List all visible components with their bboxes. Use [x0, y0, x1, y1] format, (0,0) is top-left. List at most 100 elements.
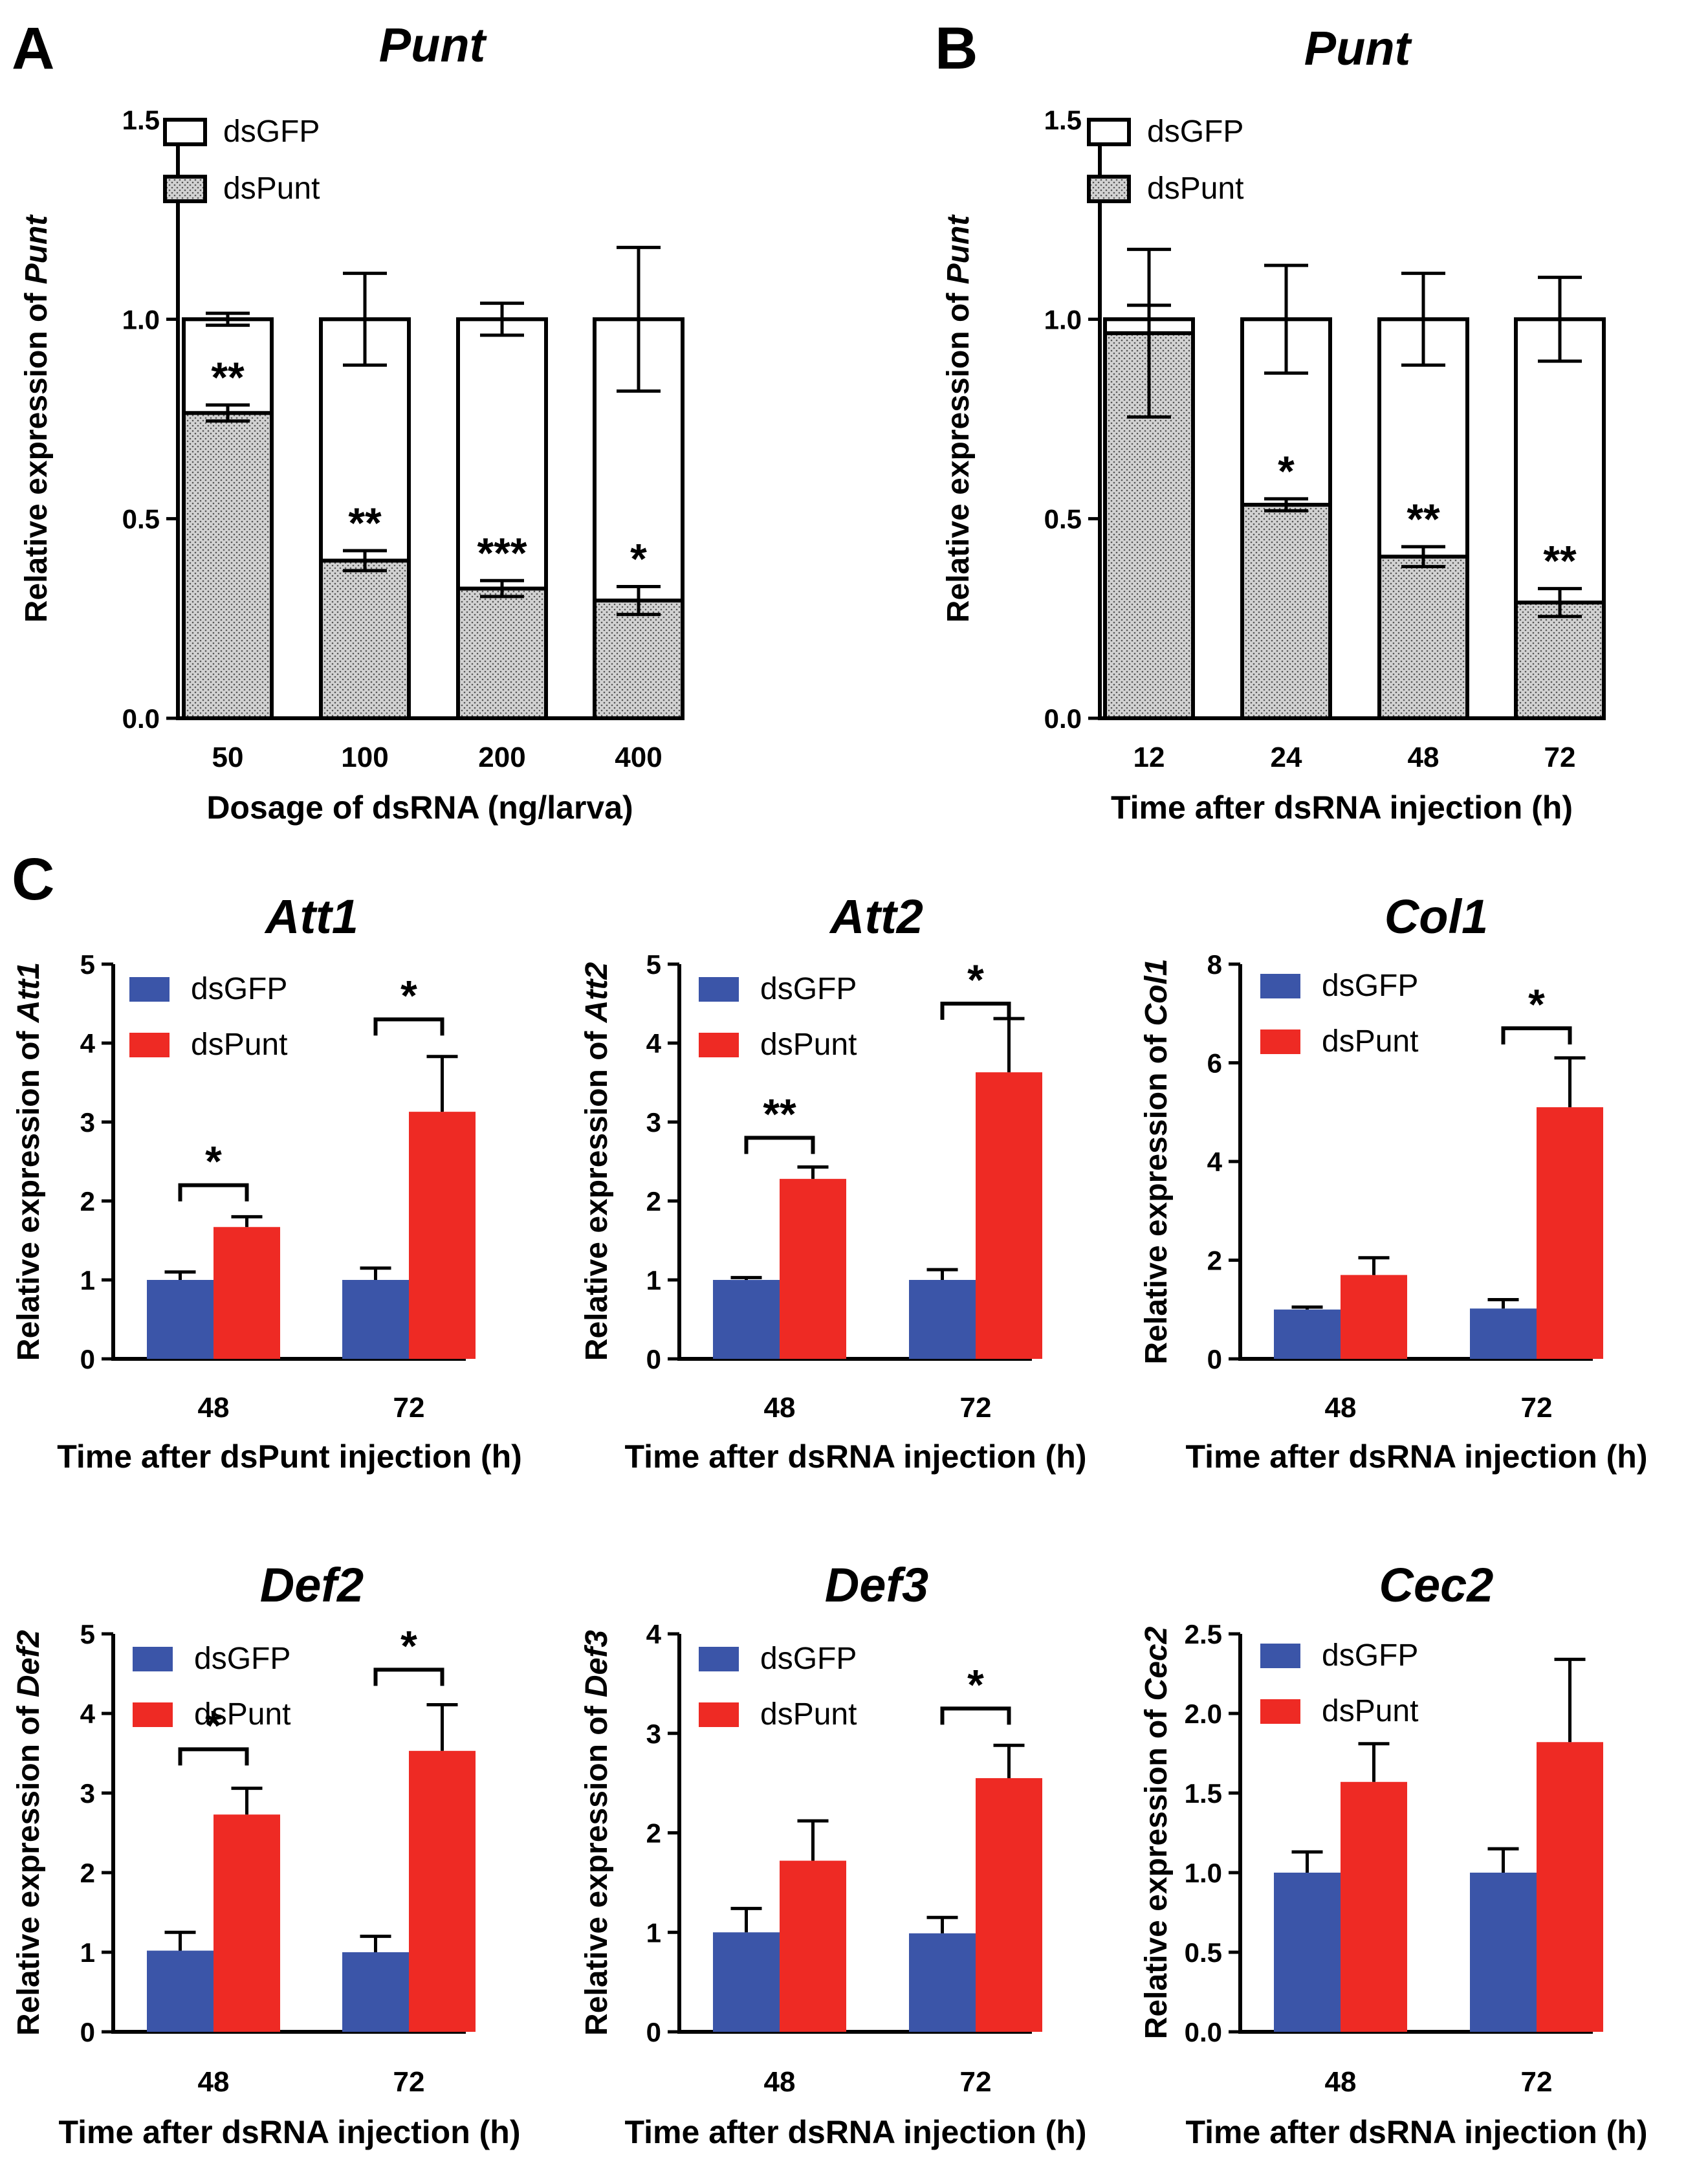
y-axis-label: Relative expression of Def3: [580, 1630, 614, 2036]
chart-att1: Att1 0 1 2 3 4 5 Relative expression of Att1 Tim…: [12, 890, 522, 1475]
bar-dsgfp: [909, 1933, 976, 2032]
y-tick-label: 0.5: [1044, 504, 1082, 534]
bar-dspunt: [593, 599, 684, 720]
y-tick-label: 4: [1207, 1147, 1223, 1177]
y-tick-label: 0: [646, 1344, 661, 1374]
charts-container: Punt 0.0 0.5 1.0 1.5 Relative expression of P…: [12, 18, 1647, 2150]
chart-title: Cec2: [1379, 1558, 1494, 1612]
legend-label-dspunt: dsPunt: [1147, 171, 1243, 206]
y-tick-label: 4: [80, 1699, 96, 1729]
significance-bracket: [940, 1002, 1011, 1020]
significance-bracket: [373, 1017, 444, 1036]
bar-dsgfp: [1274, 1309, 1341, 1359]
x-axis-label: Time after dsRNA injection (h): [1186, 2114, 1648, 2150]
y-axis-label: Relative expression of Punt: [19, 214, 54, 623]
x-tick-label: 24: [1271, 742, 1302, 773]
significance-label: *: [400, 971, 417, 1019]
bar-dspunt: [1377, 555, 1469, 720]
x-tick-label: 48: [764, 2066, 796, 2098]
y-tick-label: 3: [80, 1107, 95, 1138]
y-axis-label-prefix: Relative expression of: [19, 284, 54, 622]
bar-dspunt: [1537, 1742, 1603, 2032]
x-axis-label: Time after dsRNA injection (h): [625, 1438, 1087, 1475]
legend-swatch-dspunt: [1260, 1029, 1300, 1054]
y-axis-label-gene: Att2: [580, 962, 614, 1024]
y-tick-label: 1.5: [122, 105, 160, 135]
y-axis-label-gene: Col1: [1139, 959, 1174, 1026]
bar-dspunt: [1537, 1107, 1603, 1359]
chart-col1: Col1 0 2 4 6 8 Relative expression of Col1 Time…: [1139, 890, 1647, 1475]
significance-bracket: [940, 1706, 1011, 1725]
legend-label-dsgfp: dsGFP: [1322, 969, 1418, 1003]
y-axis-label: Relative expression of Att2: [580, 962, 614, 1361]
bar-dspunt: [182, 411, 274, 720]
chart-title: Col1: [1385, 890, 1488, 943]
y-tick-label: 0.5: [122, 504, 160, 534]
y-tick-label: 3: [646, 1719, 661, 1749]
bar-dspunt: [976, 1072, 1042, 1359]
x-tick-label: 72: [1521, 2066, 1553, 2098]
bar-dspunt: [1341, 1781, 1407, 2032]
significance-label: **: [348, 499, 382, 547]
bar-dsgfp: [147, 1950, 214, 2032]
bar-dspunt: [214, 1814, 280, 2032]
legend-label-dspunt: dsPunt: [223, 171, 320, 206]
y-axis-label: Relative expression of Def2: [12, 1630, 46, 2036]
x-axis-label: Time after dsRNA injection (h): [1111, 789, 1573, 826]
y-axis-label: Relative expression of Att1: [12, 962, 46, 1361]
chart-cec2: Cec2 0.0 0.5 1.0 1.5 2.0 2.5 Relative expressio…: [1139, 1558, 1647, 2150]
y-tick-label: 0: [80, 2017, 95, 2047]
panel-letter-b: B: [935, 16, 978, 82]
legend-label-dsgfp: dsGFP: [760, 972, 857, 1006]
x-tick-label: 72: [393, 2066, 425, 2098]
x-tick-label: 72: [1521, 1392, 1553, 1424]
significance-label: *: [967, 1660, 984, 1708]
x-tick-label: 48: [1325, 2066, 1357, 2098]
chart-att2: Att2 0 1 2 3 4 5 Relative expression of Att2 Tim…: [580, 890, 1086, 1475]
legend-swatch-dsgfp: [1260, 974, 1300, 998]
bar-dspunt: [214, 1227, 280, 1359]
y-tick-label: 1.0: [1185, 1858, 1222, 1888]
y-tick-label: 4: [646, 1028, 662, 1059]
legend-label-dsgfp: dsGFP: [191, 972, 287, 1006]
legend-label-dsgfp: dsGFP: [760, 1642, 857, 1676]
bar-dspunt: [976, 1778, 1042, 2032]
legend-swatch-dsgfp: [1260, 1644, 1300, 1668]
legend-label-dspunt: dsPunt: [760, 1028, 857, 1062]
significance-label: **: [211, 353, 245, 401]
bar-dsgfp: [713, 1280, 780, 1359]
y-axis-label-gene: Punt: [19, 214, 54, 285]
bar-dspunt: [780, 1178, 846, 1359]
y-axis-label: Relative expression of Cec2: [1139, 1626, 1174, 2039]
legend-label-dspunt: dsPunt: [1322, 1024, 1418, 1059]
bar-dsgfp: [909, 1280, 976, 1359]
significance-label: *: [967, 956, 984, 1004]
bar-dspunt: [409, 1112, 476, 1359]
legend-swatch-dsgfp: [163, 118, 207, 146]
y-axis-label-gene: Att1: [12, 962, 46, 1023]
y-tick-label: 5: [80, 949, 95, 980]
significance-label: ***: [477, 529, 527, 577]
significance-bracket: [373, 1668, 444, 1686]
y-axis-label-prefix: Relative expression of: [941, 284, 976, 622]
x-tick-label: 48: [764, 1392, 796, 1424]
significance-bracket: [1501, 1026, 1572, 1045]
chart-title: Def2: [260, 1558, 364, 1612]
y-tick-label: 0: [80, 1344, 95, 1374]
x-axis-label: Time after dsRNA injection (h): [59, 2114, 521, 2150]
x-tick-label: 50: [212, 742, 244, 773]
legend-swatch-dspunt: [133, 1702, 173, 1727]
x-axis-label: Time after dsRNA injection (h): [625, 2114, 1087, 2150]
legend-label-dspunt: dsPunt: [191, 1028, 287, 1062]
bar-dspunt: [1341, 1275, 1407, 1359]
significance-bracket: [178, 1747, 249, 1766]
chart-title: Punt: [379, 18, 488, 72]
y-axis-label-prefix: Relative expression of: [580, 1022, 614, 1361]
y-axis-label-prefix: Relative expression of: [1139, 1701, 1174, 2039]
y-tick-label: 0.0: [122, 703, 160, 734]
y-tick-label: 2.5: [1185, 1619, 1222, 1649]
legend-label-dsgfp: dsGFP: [1322, 1638, 1418, 1673]
y-axis-label-gene: Def2: [12, 1630, 46, 1697]
y-tick-label: 0: [1207, 1344, 1222, 1374]
y-tick-label: 2: [646, 1186, 661, 1217]
